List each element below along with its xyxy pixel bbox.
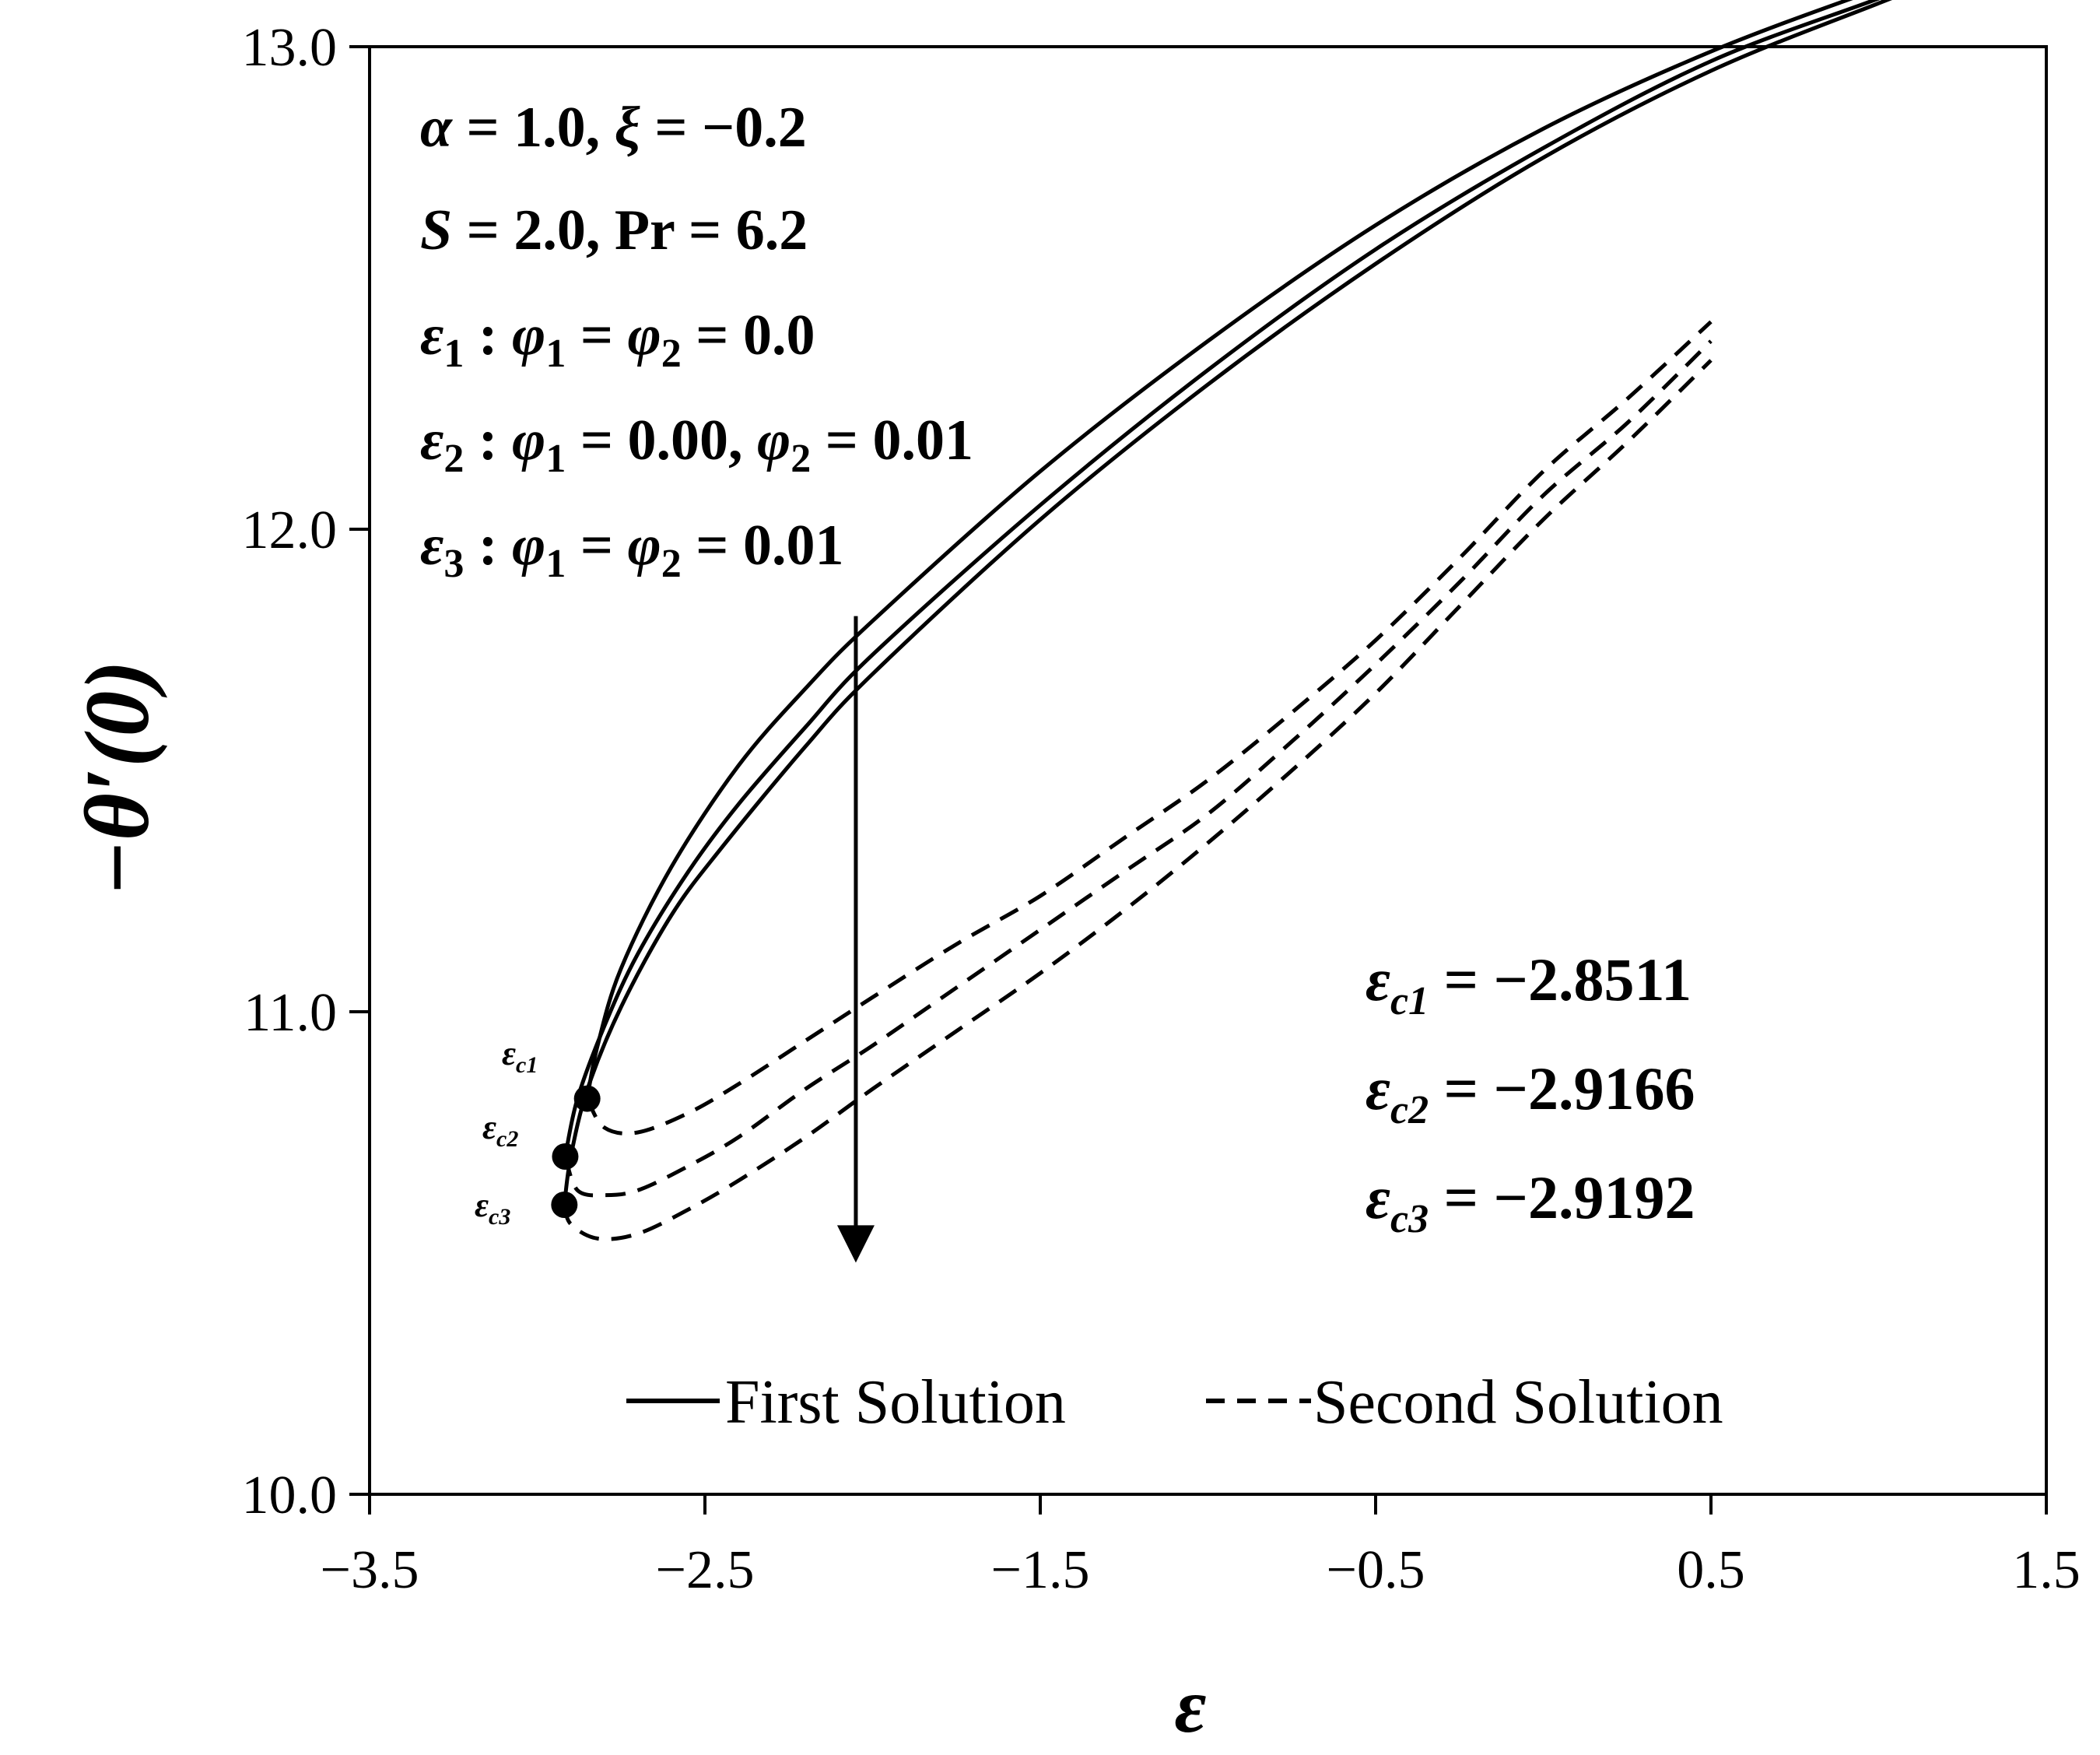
param-eps1-sub: 1 (443, 332, 464, 376)
first-solution-line-1 (585, 0, 1853, 1100)
param-phi1-sub: 1 (545, 332, 566, 376)
y-axis-label: −θ′(0) (66, 660, 168, 897)
param-line-4: ε2 : φ1 = 0.00, φ2 = 0.01 (420, 409, 973, 481)
param-phi2-sub: 2 (791, 437, 811, 481)
point-label-c2: εc2 (482, 1108, 518, 1152)
point-label-eps: ε (475, 1186, 489, 1224)
critical-eps: ε (1366, 1055, 1390, 1122)
critical-eps: ε (1366, 1164, 1390, 1231)
y-tick-label: 12.0 (242, 500, 338, 560)
param-s: S (420, 198, 452, 262)
point-label-c3: εc3 (475, 1186, 510, 1230)
critical-value: = −2.8511 (1429, 946, 1692, 1013)
critical-point-3 (551, 1192, 578, 1218)
x-tick-labels: −3.5 −2.5 −1.5 −0.5 0.5 1.5 (321, 1540, 2081, 1600)
param-phi2-value: = 0.01 (811, 409, 973, 472)
critical-sub: c1 (1390, 979, 1429, 1023)
y-tick-label: 13.0 (242, 18, 338, 78)
param-xi: ξ (615, 96, 640, 160)
critical-value: = −2.9192 (1429, 1164, 1695, 1231)
y-tick-label: 10.0 (242, 1465, 338, 1525)
param-eps3-colon: : (464, 514, 512, 577)
param-eq: = (566, 304, 627, 367)
param-line-3: ε1 : φ1 = φ2 = 0.0 (420, 304, 815, 376)
critical-sub: c2 (1390, 1088, 1429, 1132)
param-eps3-sub: 3 (443, 542, 464, 586)
x-tick-label: −0.5 (1327, 1540, 1425, 1600)
critical-points (551, 1085, 601, 1218)
point-label-eps: ε (482, 1108, 496, 1146)
param-eps1-colon: : (464, 304, 512, 367)
param-alpha-value: = 1.0, (452, 96, 615, 160)
param-phi2-sub: 2 (661, 332, 682, 376)
param-phi2: φ (627, 304, 661, 367)
critical-point-1 (573, 1085, 601, 1112)
point-label-eps: ε (502, 1034, 516, 1072)
param-eps1: ε (420, 304, 443, 367)
x-tick-label: 1.5 (2012, 1540, 2081, 1600)
param-line-2: S = 2.0, Pr = 6.2 (420, 198, 808, 262)
point-label-sub: c1 (516, 1052, 538, 1078)
x-tick-label: −1.5 (991, 1540, 1090, 1600)
param-eps2-sub: 2 (443, 437, 464, 481)
param-phi2: φ (627, 514, 661, 577)
plot-frame (368, 45, 2048, 1496)
param-line-5: ε3 : φ1 = φ2 = 0.01 (420, 514, 843, 586)
x-ticks (368, 1494, 2048, 1515)
critical-value-2: εc2 = −2.9166 (1366, 1055, 1695, 1132)
point-label-sub: c2 (496, 1126, 518, 1152)
first-solution-line-2 (563, 0, 1881, 1157)
param-eps3: ε (420, 514, 443, 577)
param-phi-value: = 0.01 (682, 514, 844, 577)
x-tick-label: −2.5 (656, 1540, 755, 1600)
point-label-sub: c3 (489, 1204, 510, 1230)
critical-value-1: εc1 = −2.8511 (1366, 946, 1692, 1023)
param-line-1: α = 1.0, ξ = −0.2 (420, 96, 807, 160)
second-solution-line-3 (562, 359, 1713, 1241)
critical-value-3: εc3 = −2.9192 (1366, 1164, 1695, 1241)
param-phi1-sub: 1 (545, 542, 566, 586)
y-tick-label: 11.0 (244, 983, 337, 1043)
param-phi1: φ (512, 409, 545, 472)
param-eq: = (566, 514, 627, 577)
critical-value: = −2.9166 (1429, 1055, 1695, 1122)
second-solution-line-1 (585, 320, 1713, 1135)
y-tick-labels: 10.0 11.0 12.0 13.0 (242, 18, 338, 1525)
y-ticks (349, 45, 370, 1496)
param-eps2: ε (420, 409, 443, 472)
x-axis-label: ε (1174, 1662, 1206, 1749)
second-solution-line-2 (563, 339, 1713, 1198)
param-phi1-sub: 1 (545, 437, 566, 481)
param-phi1: φ (512, 304, 545, 367)
critical-point-2 (552, 1143, 579, 1170)
param-alpha: α (420, 96, 453, 160)
series-group (562, 0, 1893, 1241)
param-phi1-value: = 0.00, (566, 409, 757, 472)
param-phi2: φ (757, 409, 791, 472)
critical-sub: c3 (1390, 1197, 1429, 1241)
param-phi2-sub: 2 (661, 542, 682, 586)
param-phi1: φ (512, 514, 545, 577)
trend-arrow-head (836, 1225, 875, 1263)
legend-second-label: Second Solution (1313, 1368, 1723, 1437)
param-phi-value: = 0.0 (682, 304, 815, 367)
critical-eps: ε (1366, 946, 1390, 1013)
point-label-c1: εc1 (502, 1034, 538, 1078)
param-eps2-colon: : (464, 409, 512, 472)
param-s-pr-value: = 2.0, Pr = 6.2 (452, 198, 808, 262)
first-solution-line-3 (562, 0, 1893, 1206)
x-tick-label: 0.5 (1677, 1540, 1745, 1600)
param-xi-value: = −0.2 (640, 96, 807, 160)
x-tick-label: −3.5 (321, 1540, 419, 1600)
legend-first-label: First Solution (725, 1368, 1066, 1437)
